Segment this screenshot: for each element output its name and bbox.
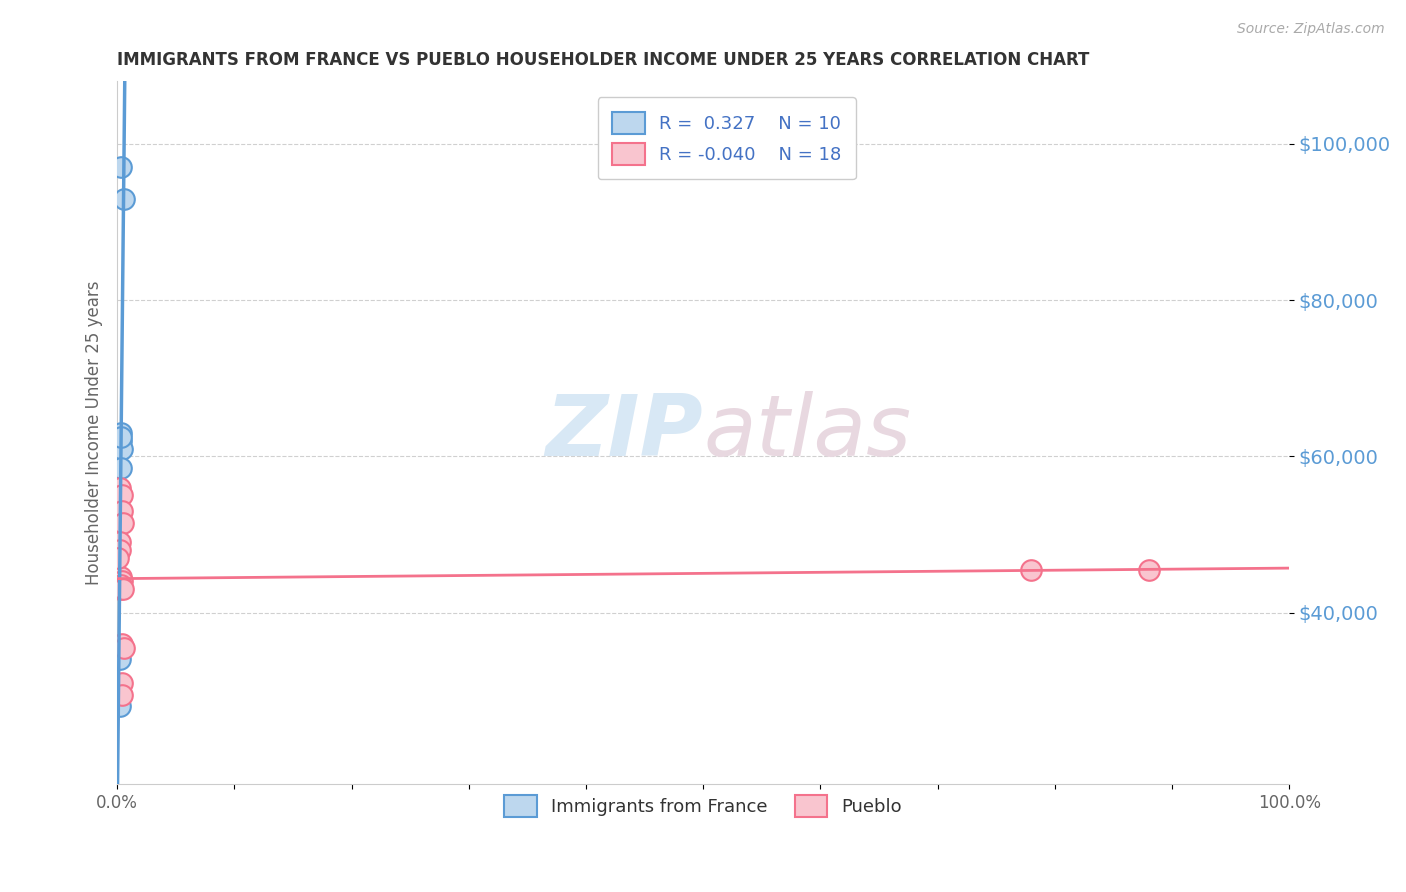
Point [110,161,132,175]
Point [110,578,132,592]
Point [110,434,132,448]
Point [108,543,131,558]
Point [108,481,131,495]
Point [112,516,135,530]
Text: IMMIGRANTS FROM FRANCE VS PUEBLO HOUSEHOLDER INCOME UNDER 25 YEARS CORRELATION C: IMMIGRANTS FROM FRANCE VS PUEBLO HOUSEHO… [117,51,1090,69]
Legend: Immigrants from France, Pueblo: Immigrants from France, Pueblo [496,789,910,824]
Point [111,442,134,456]
Point [1021,563,1043,577]
Point [110,425,132,440]
Point [108,582,131,596]
Point [112,582,135,596]
Point [111,676,134,690]
Point [1137,563,1160,577]
Point [110,570,132,584]
Point [108,699,131,714]
Point [112,640,135,655]
Point [108,652,131,666]
Point [111,504,134,518]
Point [108,535,131,549]
Text: ZIP: ZIP [546,392,703,475]
Point [111,574,134,589]
Point [112,192,135,206]
Point [107,550,129,565]
Point [108,683,131,698]
Point [111,688,134,702]
Text: atlas: atlas [703,392,911,475]
Point [110,461,132,475]
Point [111,488,134,502]
Y-axis label: Householder Income Under 25 years: Householder Income Under 25 years [86,281,103,585]
Point [110,430,132,444]
Text: Source: ZipAtlas.com: Source: ZipAtlas.com [1237,22,1385,37]
Point [111,637,134,651]
